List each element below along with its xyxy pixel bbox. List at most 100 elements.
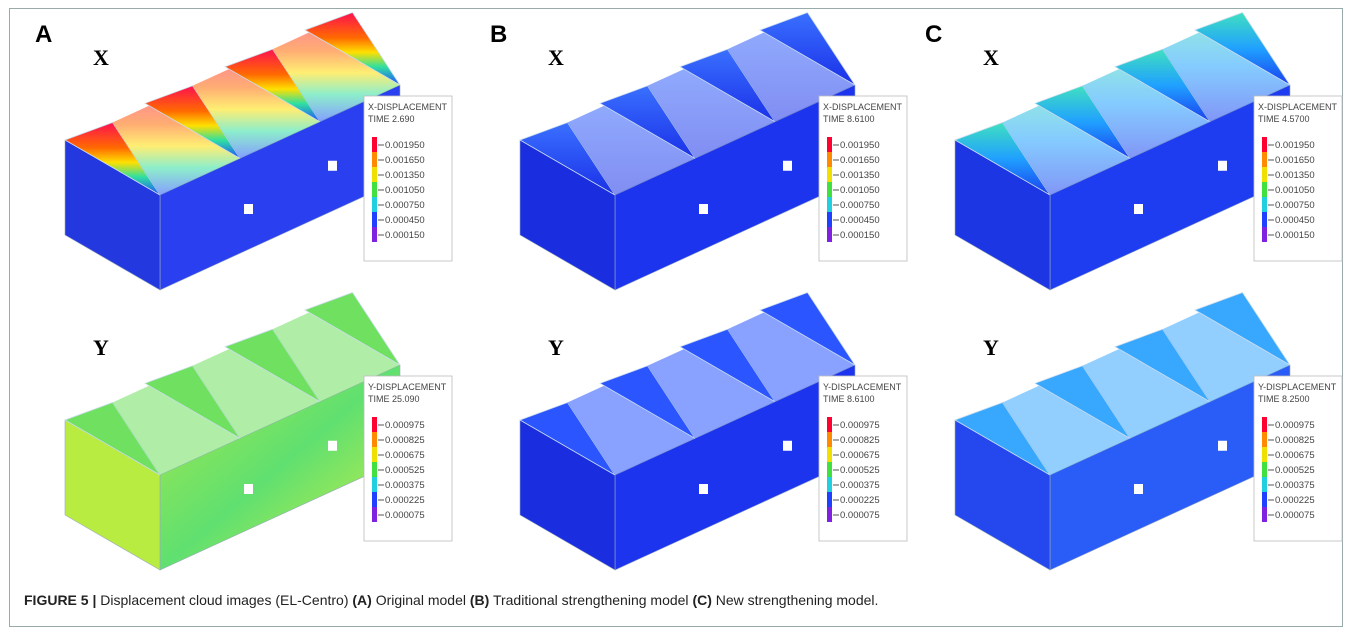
- window: [1134, 484, 1143, 494]
- axis-label: Y: [983, 335, 999, 360]
- window: [699, 204, 708, 214]
- window: [1218, 441, 1227, 451]
- legend-time: TIME 8.2500: [1258, 394, 1310, 404]
- legend-label: 0.000525: [385, 465, 425, 476]
- window: [328, 441, 337, 451]
- legend-label: 0.000750: [840, 200, 880, 211]
- caption-part-label: (B): [470, 592, 489, 608]
- building-model: [955, 293, 1290, 571]
- legend-title: X-DISPLACEMENT: [823, 102, 903, 112]
- legend-swatch: [827, 492, 832, 507]
- legend-label: 0.001950: [385, 140, 425, 151]
- legend-label: 0.000675: [840, 450, 880, 461]
- legend-label: 0.000150: [1275, 230, 1315, 241]
- legend-label: 0.001350: [1275, 170, 1315, 181]
- legend-swatch: [1262, 447, 1267, 462]
- legend-swatch: [372, 447, 377, 462]
- legend-swatch: [1262, 182, 1267, 197]
- building-model: [65, 293, 400, 571]
- window: [1134, 204, 1143, 214]
- panel-letter: B: [490, 21, 507, 48]
- legend-label: 0.000075: [385, 510, 425, 521]
- legend-label: 0.001650: [1275, 155, 1315, 166]
- caption-part-text: Traditional strengthening model: [493, 592, 689, 608]
- legend-label: 0.000450: [840, 215, 880, 226]
- legend-label: 0.001350: [840, 170, 880, 181]
- legend-swatch: [372, 227, 377, 242]
- legend-label: 0.000375: [385, 480, 425, 491]
- legend-swatch: [372, 492, 377, 507]
- legend-label: 0.000975: [385, 420, 425, 431]
- legend-swatch: [1262, 417, 1267, 432]
- legend-label: 0.000075: [840, 510, 880, 521]
- building-model: [955, 13, 1290, 291]
- legend-swatch: [827, 137, 832, 152]
- window: [244, 484, 253, 494]
- legend-swatch: [827, 212, 832, 227]
- axis-label: X: [93, 45, 109, 70]
- legend-label: 0.000225: [385, 495, 425, 506]
- caption-part-label: (C): [692, 592, 711, 608]
- legend-label: 0.000150: [840, 230, 880, 241]
- legend-label: 0.000375: [840, 480, 880, 491]
- legend-label: 0.000525: [840, 465, 880, 476]
- building-model: [520, 293, 855, 571]
- legend-swatch: [1262, 507, 1267, 522]
- legend-swatch: [1262, 227, 1267, 242]
- legend-swatch: [372, 152, 377, 167]
- legend-label: 0.001050: [840, 185, 880, 196]
- caption-part-text: Original model: [376, 592, 466, 608]
- caption-text: Displacement cloud images (EL-Centro): [100, 592, 348, 608]
- legend-time: TIME 4.5700: [1258, 114, 1310, 124]
- legend-swatch: [827, 182, 832, 197]
- legend-label: 0.001650: [840, 155, 880, 166]
- legend-swatch: [827, 507, 832, 522]
- window: [244, 204, 253, 214]
- legend-swatch: [1262, 167, 1267, 182]
- legend-swatch: [372, 182, 377, 197]
- legend-swatch: [827, 462, 832, 477]
- legend-swatch: [1262, 462, 1267, 477]
- legend-swatch: [1262, 432, 1267, 447]
- legend-title: X-DISPLACEMENT: [1258, 102, 1338, 112]
- legend-label: 0.000225: [840, 495, 880, 506]
- legend-swatch: [827, 447, 832, 462]
- legend-title: Y-DISPLACEMENT: [368, 382, 447, 392]
- legend-label: 0.001050: [1275, 185, 1315, 196]
- legend-swatch: [827, 227, 832, 242]
- legend-label: 0.001650: [385, 155, 425, 166]
- legend-time: TIME 8.6100: [823, 394, 875, 404]
- legend-label: 0.001950: [1275, 140, 1315, 151]
- panel-letter: A: [35, 21, 52, 48]
- legend-label: 0.000975: [1275, 420, 1315, 431]
- legend-swatch: [372, 507, 377, 522]
- legend-title: Y-DISPLACEMENT: [1258, 382, 1337, 392]
- caption-part-label: (A): [352, 592, 371, 608]
- caption: FIGURE 5 | Displacement cloud images (EL…: [24, 592, 878, 608]
- legend-swatch: [827, 417, 832, 432]
- legend-swatch: [372, 432, 377, 447]
- window: [699, 484, 708, 494]
- legend-swatch: [372, 137, 377, 152]
- legend-label: 0.000825: [385, 435, 425, 446]
- building-model: [65, 13, 400, 291]
- legend-swatch: [827, 477, 832, 492]
- legend-label: 0.000975: [840, 420, 880, 431]
- legend-swatch: [1262, 197, 1267, 212]
- axis-label: X: [548, 45, 564, 70]
- legend-label: 0.001950: [840, 140, 880, 151]
- legend-label: 0.000675: [385, 450, 425, 461]
- legend-swatch: [1262, 212, 1267, 227]
- axis-label: Y: [93, 335, 109, 360]
- legend-label: 0.000150: [385, 230, 425, 241]
- legend-time: TIME 2.690: [368, 114, 415, 124]
- legend-time: TIME 8.6100: [823, 114, 875, 124]
- legend-swatch: [372, 477, 377, 492]
- figure: A X X-DISPLACEMENT TIME 2.690 0.001950 0.0016…: [0, 0, 1354, 585]
- legend-swatch: [372, 462, 377, 477]
- legend-label: 0.000825: [840, 435, 880, 446]
- legend-title: Y-DISPLACEMENT: [823, 382, 902, 392]
- window: [328, 161, 337, 171]
- legend-label: 0.000450: [1275, 215, 1315, 226]
- caption-part-text: New strengthening model.: [716, 592, 879, 608]
